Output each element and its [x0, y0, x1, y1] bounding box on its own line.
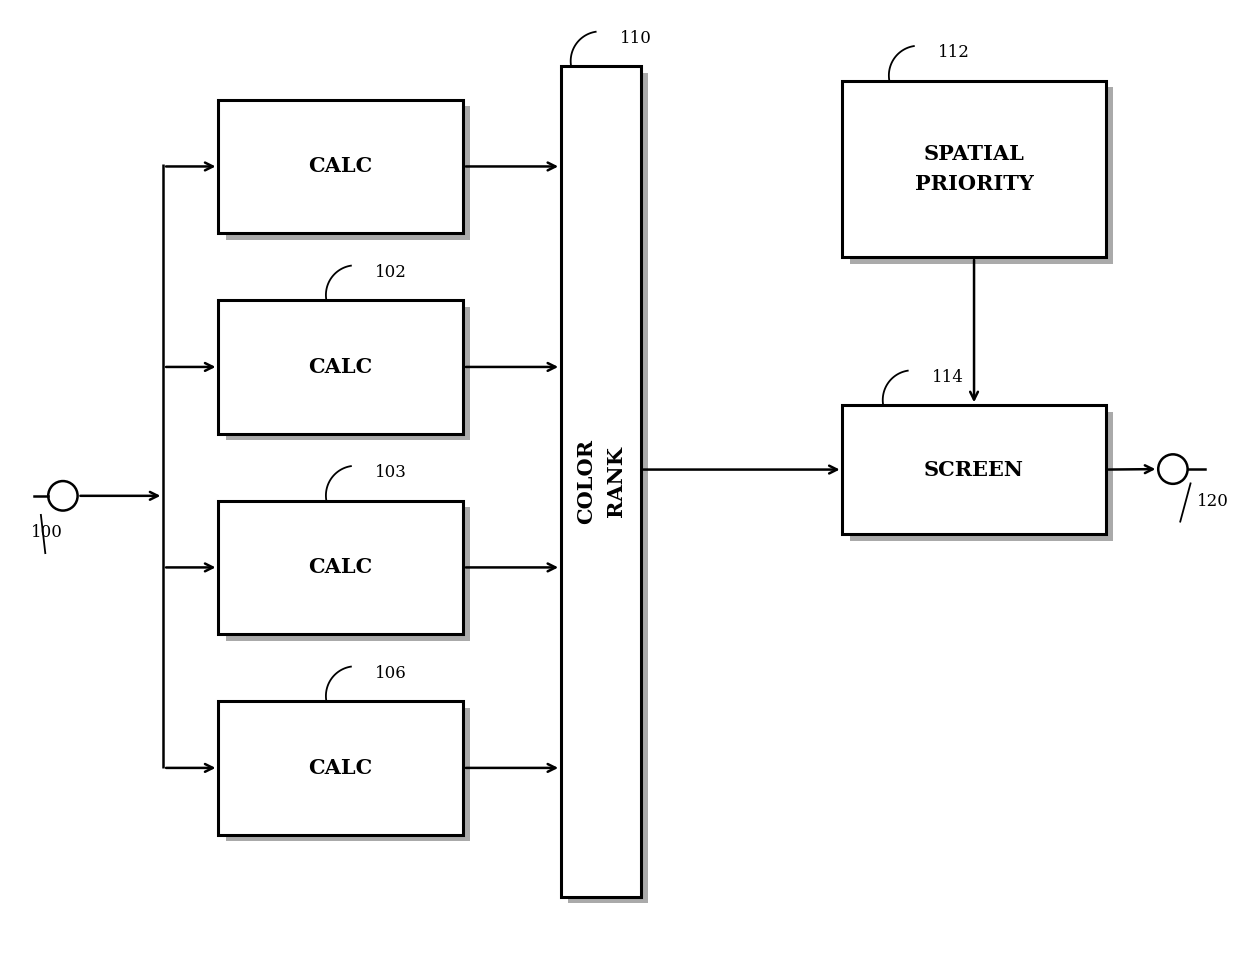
Text: CALC: CALC	[309, 558, 373, 578]
Bar	[849, 412, 1114, 540]
Text: 120: 120	[1198, 493, 1229, 510]
Bar	[218, 300, 463, 433]
Bar	[218, 501, 463, 635]
Bar	[568, 73, 647, 903]
Text: SPATIAL
PRIORITY: SPATIAL PRIORITY	[915, 144, 1033, 194]
Bar	[849, 88, 1114, 264]
Text: 114: 114	[932, 369, 963, 385]
Text: CALC: CALC	[309, 156, 373, 176]
Bar	[226, 508, 470, 641]
Text: 106: 106	[376, 664, 407, 682]
Text: 103: 103	[376, 464, 407, 482]
Bar	[226, 106, 470, 240]
Bar	[842, 405, 1106, 534]
Bar	[218, 99, 463, 233]
Text: CALC: CALC	[309, 758, 373, 778]
Text: COLOR
RANK: COLOR RANK	[575, 439, 625, 524]
Text: 112: 112	[939, 44, 970, 61]
Text: 110: 110	[620, 30, 652, 47]
Text: CALC: CALC	[309, 357, 373, 377]
Bar	[842, 81, 1106, 257]
Bar	[226, 708, 470, 842]
Bar	[560, 66, 641, 897]
Bar	[226, 307, 470, 440]
Text: 100: 100	[31, 525, 63, 541]
Bar	[218, 701, 463, 835]
Text: 102: 102	[376, 264, 407, 280]
Text: SCREEN: SCREEN	[924, 459, 1024, 480]
